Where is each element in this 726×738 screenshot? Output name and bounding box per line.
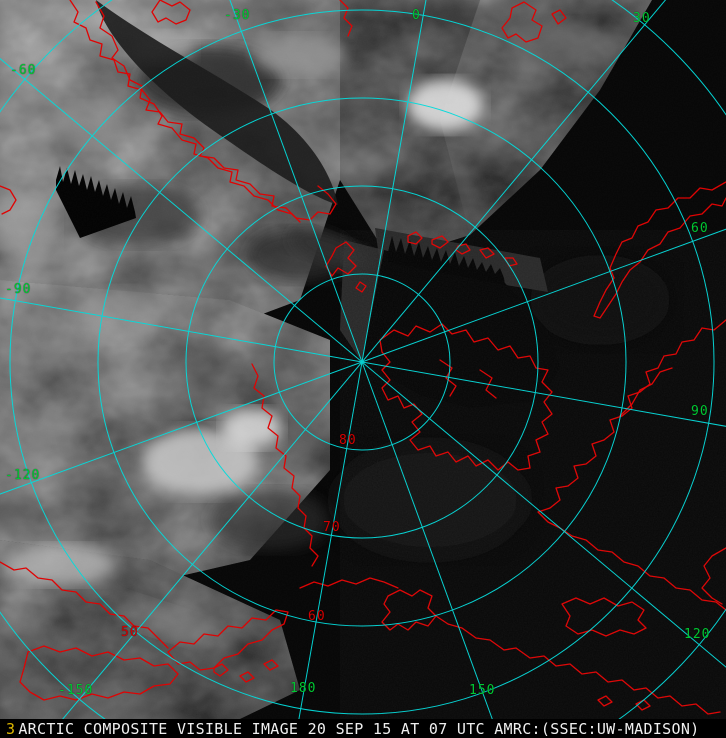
latitude-label: 80	[339, 433, 357, 448]
longitude-label: -60	[10, 63, 37, 78]
longitude-label: 150	[469, 683, 496, 698]
frame-number: 3	[6, 719, 16, 738]
longitude-label: 0	[412, 8, 421, 23]
longitude-label: 180	[290, 681, 317, 696]
longitude-label: -30	[224, 8, 251, 23]
status-bar: 3 ARCTIC COMPOSITE VISIBLE IMAGE 20 SEP …	[0, 719, 726, 738]
longitude-label: 90	[691, 404, 709, 419]
longitude-label: 60	[691, 221, 709, 236]
longitude-label: -120	[5, 468, 41, 483]
longitude-label: -150	[58, 683, 94, 698]
latitude-label: 50	[121, 625, 139, 640]
longitude-label: 30	[633, 11, 651, 26]
longitude-label: 120	[684, 627, 711, 642]
longitude-label: -90	[5, 282, 32, 297]
latitude-label: 70	[323, 520, 341, 535]
caption-text: ARCTIC COMPOSITE VISIBLE IMAGE 20 SEP 15…	[18, 719, 700, 738]
latitude-label: 60	[308, 609, 326, 624]
